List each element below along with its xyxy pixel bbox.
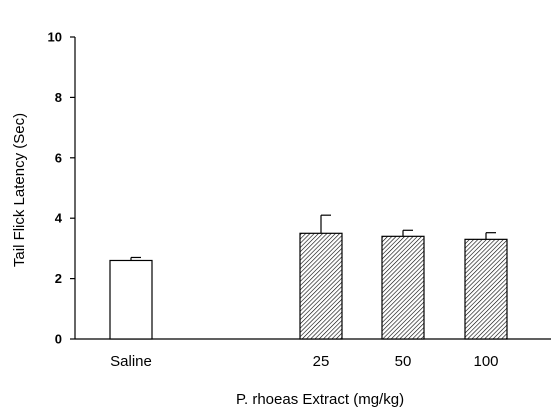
x-tick-label: Saline (110, 353, 152, 370)
x-tick-label: 50 (395, 353, 412, 370)
y-tick-label: 10 (48, 30, 62, 45)
y-tick-label: 8 (55, 90, 62, 105)
y-tick-label: 6 (55, 150, 62, 165)
x-tick-label: 100 (473, 353, 498, 370)
bar-100 (464, 238, 508, 340)
y-tick-label: 0 (55, 332, 62, 347)
x-axis-title: P. rhoeas Extract (mg/kg) (236, 391, 404, 408)
y-tick-label: 4 (55, 211, 63, 226)
bars: Saline 25 50 100 (109, 214, 508, 370)
x-tick-label: 25 (313, 353, 330, 370)
y-tick-label: 2 (55, 271, 62, 286)
y-axis-title: Tail Flick Latency (Sec) (11, 113, 28, 267)
bar-50 (381, 235, 425, 340)
y-axis: 0 2 4 6 8 10 (48, 30, 76, 347)
bar-25 (299, 232, 343, 340)
bar-Saline (109, 259, 153, 340)
